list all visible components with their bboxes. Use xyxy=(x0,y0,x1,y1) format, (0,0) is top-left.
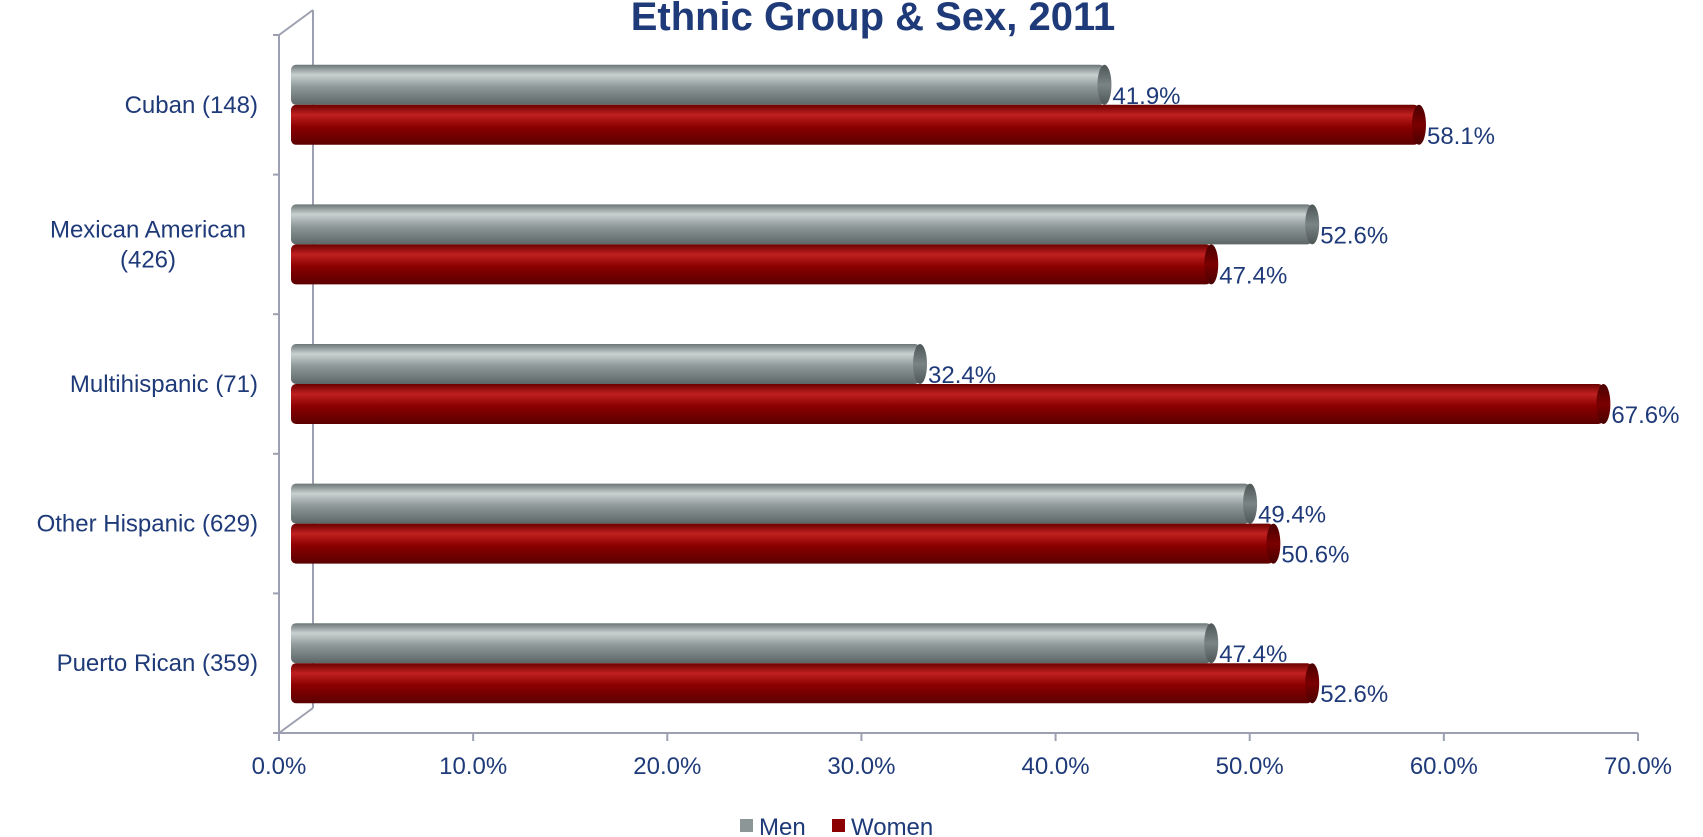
data-label-women: 58.1% xyxy=(1427,123,1495,150)
data-label-women: 52.6% xyxy=(1320,681,1388,708)
bar-end-cap-men xyxy=(913,344,928,384)
category-label: Cuban (148) xyxy=(125,92,258,119)
bar-women xyxy=(291,523,1274,564)
bar-women xyxy=(291,384,1604,424)
legend-swatch-men xyxy=(740,819,753,832)
bar-end-cap-women xyxy=(1204,244,1219,285)
bar-men xyxy=(291,64,1105,105)
x-tick-label: 60.0% xyxy=(1410,753,1478,780)
bar-end-cap-women xyxy=(1305,663,1320,704)
bar-men xyxy=(291,623,1212,664)
bar-end-cap-men xyxy=(1305,204,1320,245)
category-label: Mexican American (426) xyxy=(50,216,246,273)
data-label-men: 52.6% xyxy=(1320,222,1388,249)
x-tick-label: 70.0% xyxy=(1604,753,1672,780)
category-label: Puerto Rican (359) xyxy=(57,650,258,677)
bar-end-cap-women xyxy=(1411,104,1426,145)
x-tick-label: 0.0% xyxy=(252,753,307,780)
x-tick-label: 50.0% xyxy=(1216,753,1284,780)
bar-end-cap-men xyxy=(1243,483,1258,524)
bar-women xyxy=(291,663,1313,704)
bar-men xyxy=(291,344,921,384)
category-label: Other Hispanic (629) xyxy=(37,511,258,538)
bar-men xyxy=(291,483,1251,524)
wall-top-diagonal xyxy=(278,9,314,36)
legend-swatch-women xyxy=(832,819,845,832)
legend-label-men: Men xyxy=(759,814,806,837)
bar-end-cap-men xyxy=(1204,623,1219,664)
chart-title: Ethnic Group & Sex, 2011 xyxy=(631,0,1116,39)
bar-women xyxy=(291,104,1419,145)
data-label-women: 47.4% xyxy=(1219,262,1287,289)
data-label-women: 67.6% xyxy=(1611,402,1679,429)
legend-label-women: Women xyxy=(851,814,933,837)
x-tick-label: 30.0% xyxy=(827,753,895,780)
data-label-women: 50.6% xyxy=(1281,542,1349,569)
bar-end-cap-men xyxy=(1097,64,1112,105)
category-label: Multihispanic (71) xyxy=(70,371,258,398)
x-tick-label: 20.0% xyxy=(633,753,701,780)
x-tick-label: 10.0% xyxy=(439,753,507,780)
bar-women xyxy=(291,244,1212,285)
wall-bottom-diagonal xyxy=(278,707,314,734)
bar-men xyxy=(291,204,1313,245)
bar-end-cap-women xyxy=(1266,523,1281,564)
x-tick-label: 40.0% xyxy=(1022,753,1090,780)
bar-end-cap-women xyxy=(1596,384,1611,424)
